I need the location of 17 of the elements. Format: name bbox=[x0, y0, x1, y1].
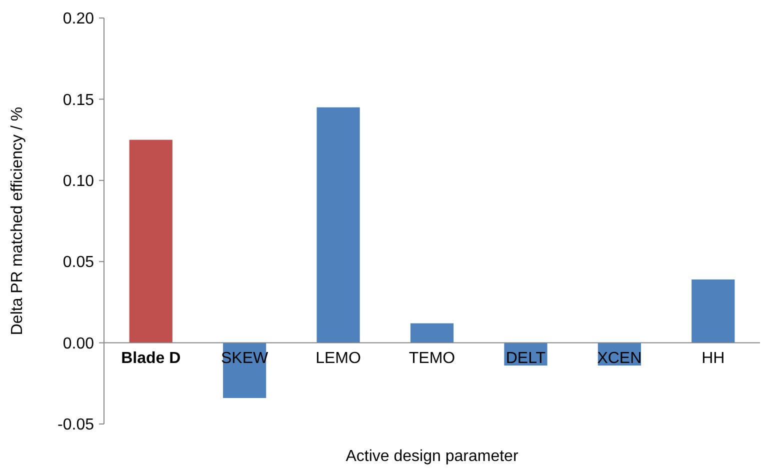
x-axis-title: Active design parameter bbox=[346, 448, 519, 465]
x-tick-label: TEMO bbox=[408, 350, 456, 367]
x-tick-label: DELT bbox=[506, 350, 546, 367]
bar bbox=[692, 279, 735, 343]
x-tick-label: LEMO bbox=[316, 350, 361, 367]
x-tick-label: HH bbox=[702, 350, 725, 367]
y-tick-label: 0.20 bbox=[62, 10, 94, 28]
y-tick-label: 0.15 bbox=[62, 92, 94, 109]
bar bbox=[129, 140, 172, 343]
y-tick-label: 0.00 bbox=[62, 335, 94, 352]
bar bbox=[316, 107, 360, 343]
bar bbox=[410, 323, 454, 343]
y-tick-label: 0.05 bbox=[62, 254, 94, 272]
y-axis-title: Delta PR matched efficiency / % bbox=[9, 106, 26, 336]
y-tick-label: 0.10 bbox=[62, 173, 94, 190]
y-tick-label: -0.05 bbox=[58, 416, 94, 434]
x-tick-label: Blade D bbox=[121, 350, 181, 367]
